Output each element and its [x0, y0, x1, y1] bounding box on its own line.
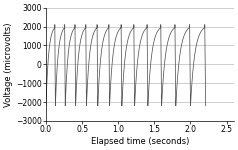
- Y-axis label: Voltage (microvolts): Voltage (microvolts): [4, 22, 13, 106]
- X-axis label: Elapsed time (seconds): Elapsed time (seconds): [91, 137, 189, 146]
